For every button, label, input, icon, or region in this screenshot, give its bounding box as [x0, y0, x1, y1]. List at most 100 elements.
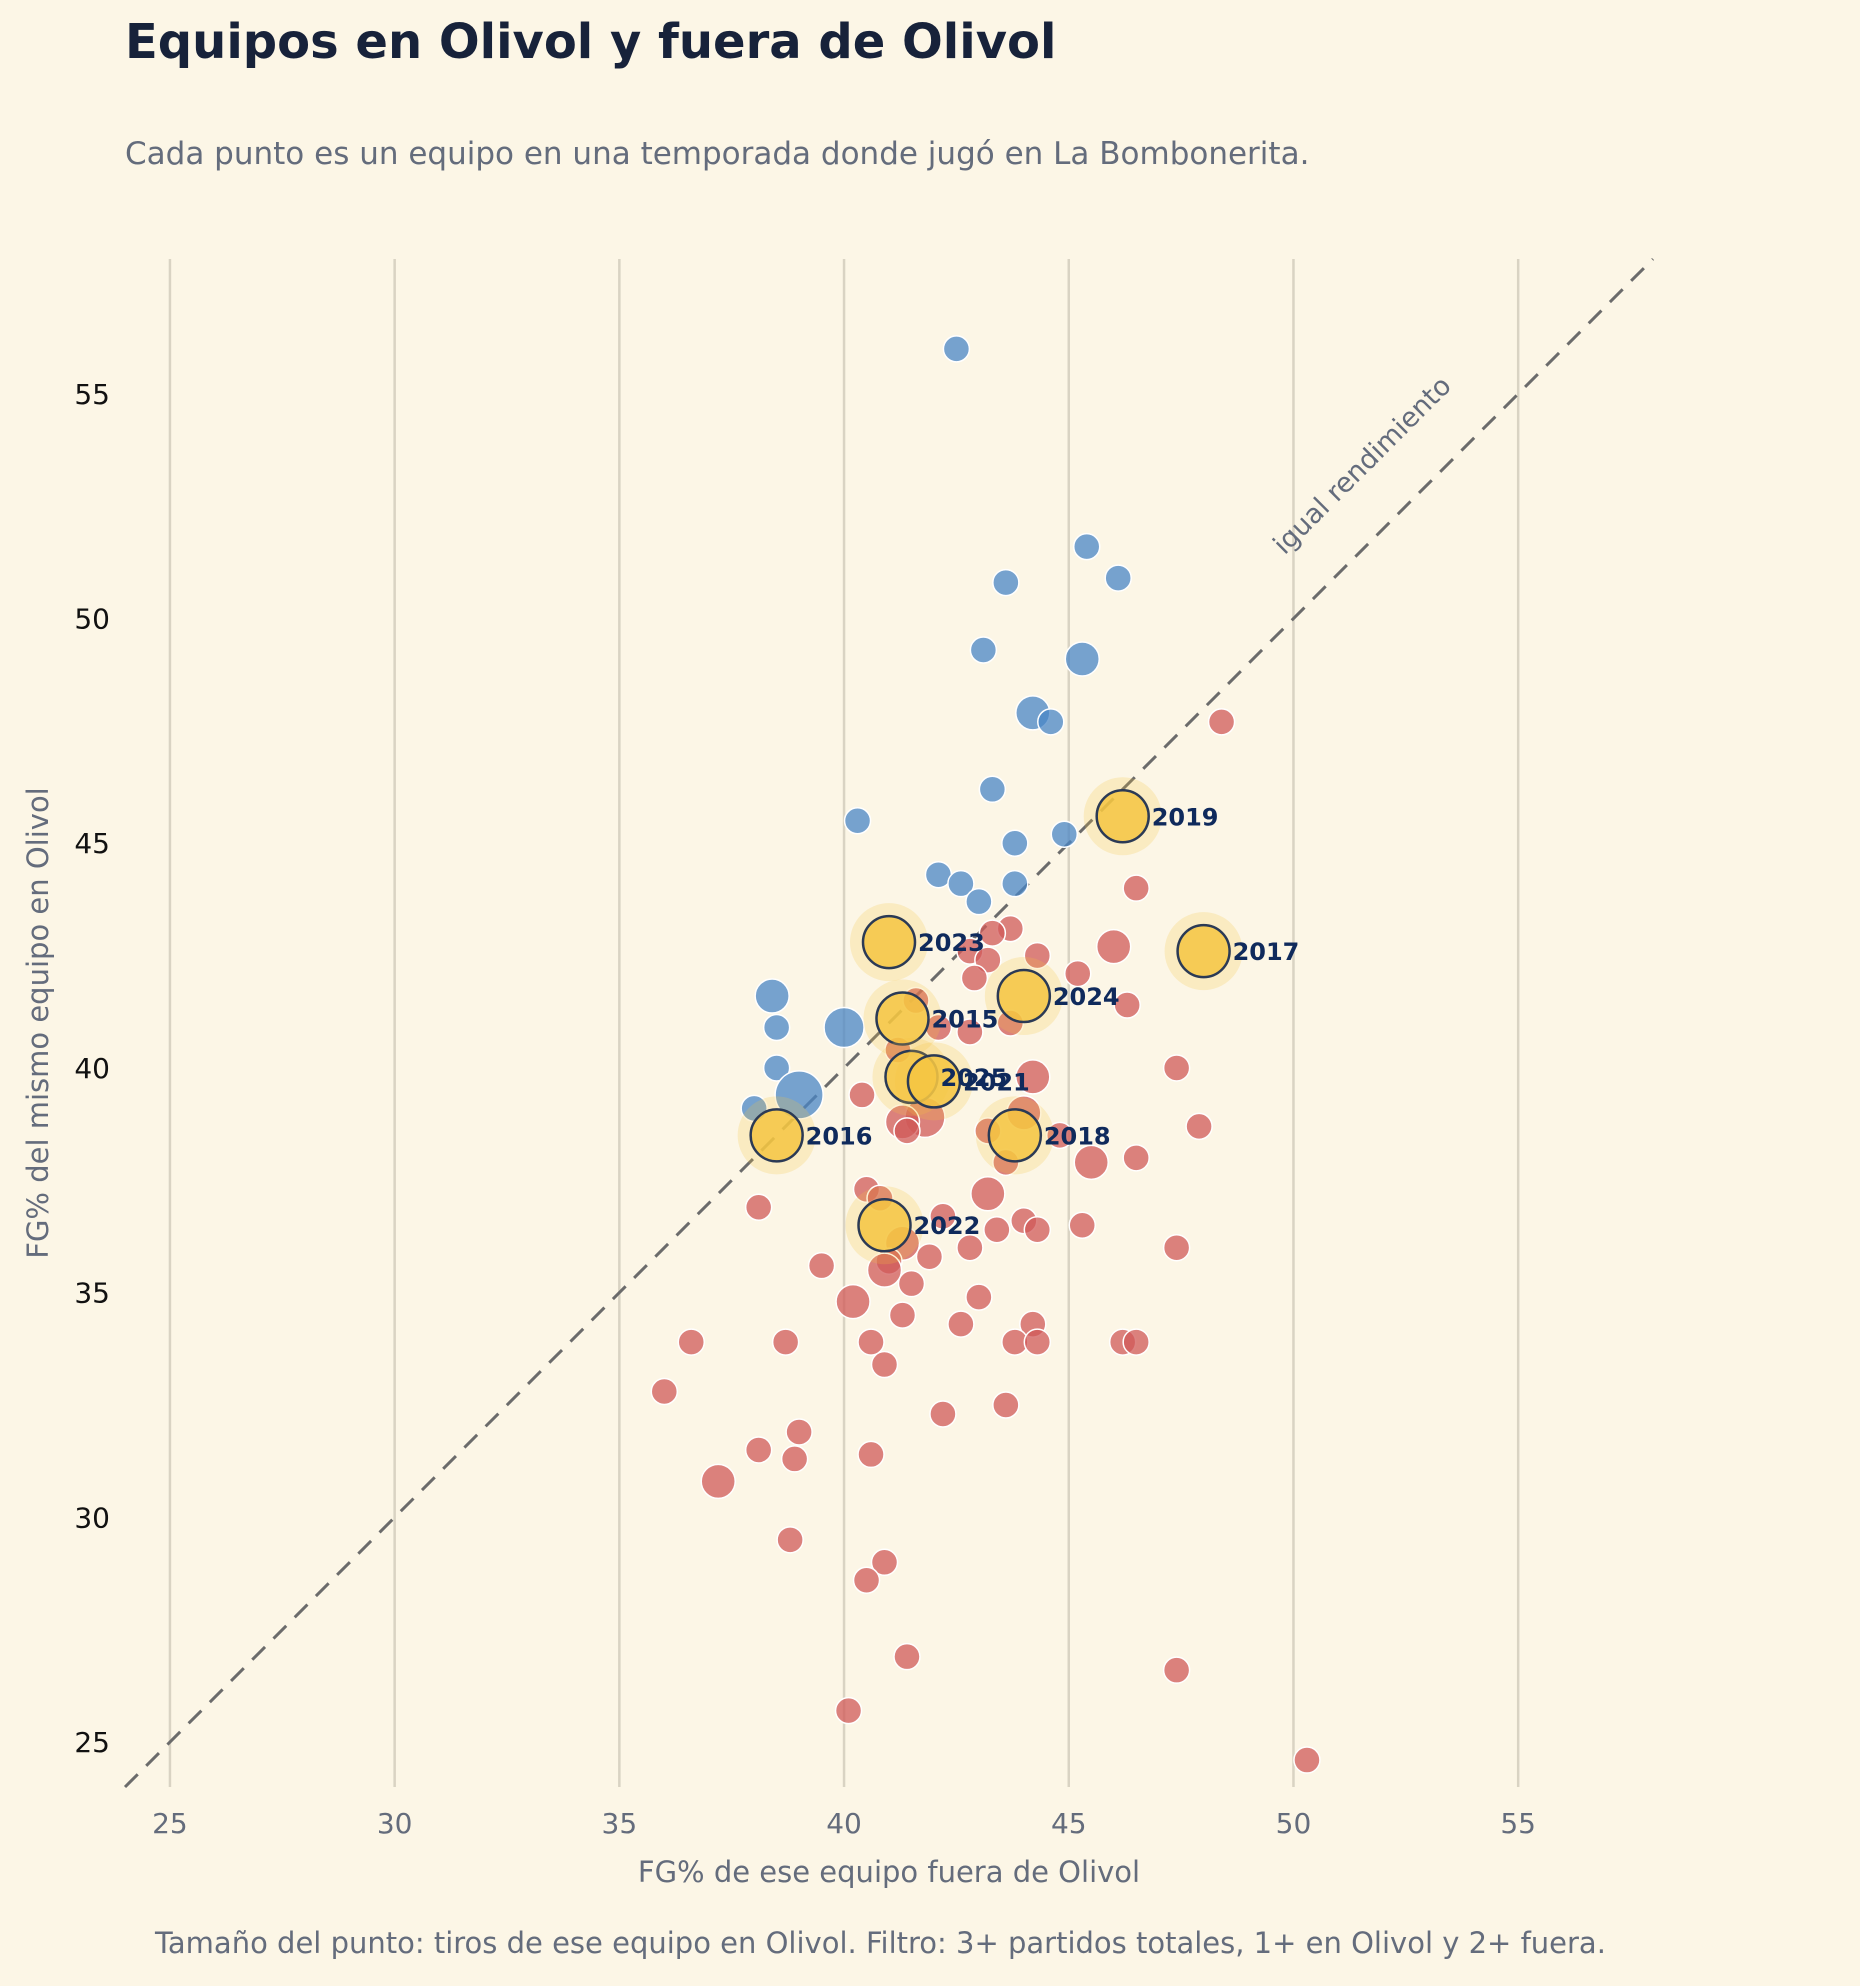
- point-worse-in-olivol: [1293, 1746, 1321, 1774]
- point-worse-in-olivol: [947, 1310, 975, 1338]
- point-worse-in-olivol: [776, 1526, 804, 1554]
- point-worse-in-olivol: [897, 1269, 926, 1298]
- point-worse-in-olivol: [785, 1418, 813, 1446]
- point-better-in-olivol: [1104, 564, 1132, 592]
- point-worse-in-olivol: [1162, 1233, 1191, 1262]
- data-points: [650, 335, 1321, 1774]
- y-axis-label: FG% del mismo equipo en Olivol: [21, 787, 55, 1258]
- highlight-point: [987, 1108, 1043, 1163]
- point-worse-in-olivol: [965, 1283, 993, 1311]
- highlight-point: [857, 1197, 912, 1253]
- point-worse-in-olivol: [1095, 928, 1132, 965]
- point-worse-in-olivol: [1064, 959, 1092, 988]
- grid-lines: [168, 259, 1520, 1787]
- x-tick-label: 55: [1500, 1807, 1536, 1840]
- point-better-in-olivol: [978, 775, 1007, 804]
- y-tick-label: 25: [74, 1726, 110, 1759]
- year-label: 2024: [1053, 983, 1120, 1011]
- point-worse-in-olivol: [834, 1696, 863, 1725]
- x-tick-label: 25: [152, 1807, 188, 1840]
- y-tick-label: 40: [74, 1052, 110, 1085]
- point-better-in-olivol: [1050, 820, 1079, 848]
- point-worse-in-olivol: [857, 1440, 885, 1469]
- point-worse-in-olivol: [1162, 1656, 1191, 1684]
- point-better-in-olivol: [762, 1054, 791, 1082]
- point-worse-in-olivol: [960, 964, 989, 992]
- y-tick-label: 45: [74, 827, 110, 860]
- point-better-in-olivol: [947, 869, 975, 898]
- point-worse-in-olivol: [1113, 991, 1141, 1019]
- point-worse-in-olivol: [848, 1081, 876, 1109]
- scatter-chart: igual rendimiento 2019201720232024201520…: [21, 257, 1655, 1889]
- chart-footnote: Tamaño del punto: tiros de ese equipo en…: [155, 1926, 1606, 1960]
- point-worse-in-olivol: [1046, 1121, 1074, 1150]
- year-label: 2019: [1152, 803, 1219, 831]
- highlight-point: [1095, 789, 1150, 844]
- x-axis-label: FG% de ese equipo fuera de Olivol: [638, 1855, 1140, 1889]
- year-label: 2015: [931, 1006, 998, 1034]
- point-worse-in-olivol: [1122, 1144, 1150, 1172]
- point-better-in-olivol: [774, 1070, 824, 1120]
- point-worse-in-olivol: [852, 1566, 881, 1595]
- point-worse-in-olivol: [1207, 708, 1236, 736]
- point-worse-in-olivol: [1122, 1328, 1150, 1356]
- point-worse-in-olivol: [888, 1301, 917, 1329]
- point-worse-in-olivol: [807, 1251, 836, 1280]
- point-worse-in-olivol: [956, 1233, 984, 1262]
- chart-title: Equipos en Olivol y fuera de Olivol: [125, 14, 1057, 70]
- chart-subtitle: Cada punto es un equipo en una temporada…: [125, 136, 1310, 172]
- point-worse-in-olivol: [744, 1436, 773, 1464]
- point-worse-in-olivol: [970, 1176, 1006, 1212]
- axis-ticks: 25 30 35 40 45 50 55 25 30 35 40 45 50 55: [74, 378, 1536, 1840]
- year-label: 2022: [914, 1212, 981, 1240]
- point-worse-in-olivol: [1122, 874, 1150, 902]
- point-better-in-olivol: [823, 1006, 865, 1049]
- point-better-in-olivol: [1037, 708, 1065, 736]
- highlight-point: [861, 914, 917, 970]
- point-better-in-olivol: [762, 1013, 791, 1042]
- point-worse-in-olivol: [1185, 1112, 1213, 1141]
- point-worse-in-olivol: [870, 1350, 899, 1379]
- y-tick-label: 55: [74, 378, 110, 411]
- point-worse-in-olivol: [992, 1391, 1020, 1419]
- point-worse-in-olivol: [983, 1215, 1011, 1244]
- point-worse-in-olivol: [978, 919, 1007, 947]
- y-tick-label: 50: [74, 603, 110, 636]
- point-worse-in-olivol: [1073, 1144, 1109, 1181]
- point-worse-in-olivol: [650, 1377, 679, 1406]
- point-worse-in-olivol: [1162, 1054, 1191, 1082]
- highlight-point: [749, 1108, 804, 1163]
- x-tick-label: 35: [602, 1807, 638, 1840]
- point-better-in-olivol: [1064, 641, 1100, 677]
- point-better-in-olivol: [992, 568, 1020, 597]
- point-worse-in-olivol: [893, 1642, 921, 1671]
- year-label: 2021: [963, 1068, 1030, 1096]
- x-tick-label: 50: [1276, 1807, 1312, 1840]
- point-better-in-olivol: [843, 807, 872, 835]
- point-worse-in-olivol: [929, 1202, 957, 1230]
- year-label: 2018: [1044, 1122, 1111, 1150]
- point-worse-in-olivol: [1068, 1211, 1096, 1239]
- point-worse-in-olivol: [929, 1400, 957, 1428]
- point-worse-in-olivol: [1023, 941, 1052, 970]
- point-better-in-olivol: [1072, 532, 1101, 561]
- highlight-point: [996, 968, 1052, 1024]
- point-worse-in-olivol: [1023, 1215, 1052, 1244]
- x-tick-label: 45: [1051, 1807, 1087, 1840]
- point-worse-in-olivol: [771, 1328, 800, 1356]
- point-better-in-olivol: [1001, 869, 1029, 898]
- point-worse-in-olivol: [866, 1252, 903, 1288]
- point-worse-in-olivol: [1015, 1059, 1051, 1095]
- highlight-point: [875, 991, 930, 1046]
- point-worse-in-olivol: [915, 1242, 944, 1271]
- point-better-in-olivol: [1001, 829, 1029, 857]
- highlight-point: [1176, 923, 1231, 979]
- point-worse-in-olivol: [956, 1018, 984, 1046]
- y-tick-label: 35: [74, 1277, 110, 1310]
- point-better-in-olivol: [942, 335, 971, 363]
- point-better-in-olivol: [965, 887, 993, 916]
- point-worse-in-olivol: [1023, 1328, 1052, 1356]
- point-better-in-olivol: [969, 636, 998, 664]
- point-worse-in-olivol: [857, 1328, 885, 1356]
